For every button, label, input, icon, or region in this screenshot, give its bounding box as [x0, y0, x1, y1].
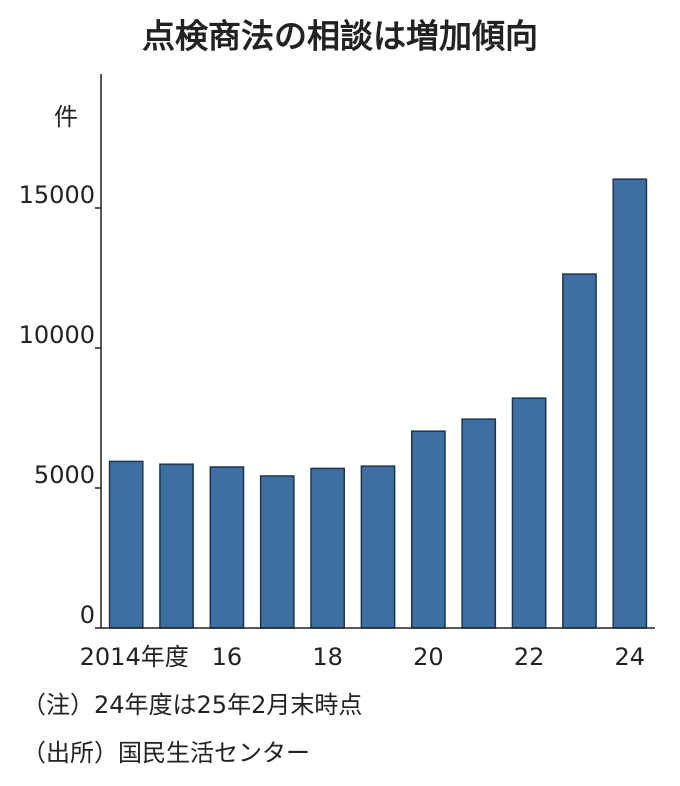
note: （出所）国民生活センター	[22, 739, 310, 767]
x-tick-label: 24	[615, 643, 646, 671]
chart-title: 点検商法の相談は増加傾向	[142, 17, 538, 56]
bar	[159, 463, 194, 629]
x-tick-label: 18	[312, 643, 343, 671]
y-axis-unit: 件	[54, 103, 78, 131]
x-tick-label: 20	[413, 643, 444, 671]
bar	[209, 466, 245, 629]
x-tick-label: 2014年度	[80, 643, 189, 671]
x-tick-label: 16	[212, 643, 243, 671]
bar	[461, 418, 497, 629]
y-tick-label: 15000	[19, 181, 95, 209]
x-tick-label: 22	[514, 643, 545, 671]
bar	[310, 467, 346, 629]
bar	[360, 465, 396, 629]
bar	[612, 178, 648, 629]
note: （注）24年度は25年2月末時点	[22, 691, 362, 719]
bar	[562, 273, 597, 629]
y-tick-label: 5000	[34, 461, 95, 489]
bar	[410, 430, 446, 629]
bar	[511, 397, 547, 629]
y-tick-label: 0	[80, 601, 95, 629]
bar	[108, 460, 144, 629]
bar	[259, 475, 295, 629]
y-tick-label: 10000	[19, 321, 95, 349]
